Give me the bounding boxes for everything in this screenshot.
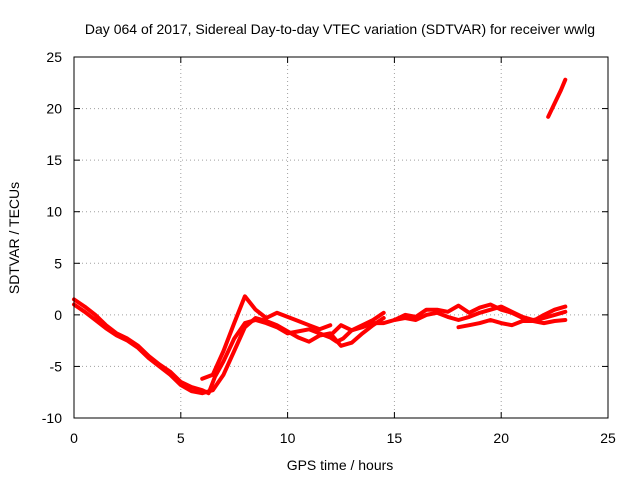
y-tick-label: 10 bbox=[46, 204, 62, 220]
y-tick-label: -5 bbox=[50, 358, 63, 374]
x-tick-label: 5 bbox=[177, 430, 185, 446]
x-tick-label: 10 bbox=[280, 430, 296, 446]
series-line bbox=[456, 318, 568, 330]
series-line bbox=[392, 304, 568, 322]
y-axis-label: SDTVAR / TECUs bbox=[6, 182, 22, 294]
chart-title: Day 064 of 2017, Sidereal Day-to-day VTE… bbox=[85, 21, 595, 37]
series-line bbox=[546, 77, 568, 119]
series-group bbox=[72, 77, 568, 396]
x-tick-label: 25 bbox=[600, 430, 616, 446]
x-axis-label: GPS time / hours bbox=[287, 457, 394, 473]
x-tick-label: 0 bbox=[70, 430, 78, 446]
y-tick-label: 15 bbox=[46, 152, 62, 168]
y-tick-label: 0 bbox=[54, 307, 62, 323]
x-tick-label: 15 bbox=[387, 430, 403, 446]
series-line bbox=[72, 297, 386, 396]
series-line bbox=[200, 294, 333, 381]
y-tick-label: 20 bbox=[46, 101, 62, 117]
plot-frame bbox=[73, 56, 609, 419]
y-tick-label: 25 bbox=[46, 49, 62, 65]
y-tick-label: 5 bbox=[54, 255, 62, 271]
y-tick-label: -10 bbox=[42, 410, 62, 426]
x-tick-label: 20 bbox=[493, 430, 509, 446]
tick-group: 0 5 10 15 20 25 -10 -5 0 5 10 15 20 25 bbox=[42, 49, 616, 446]
